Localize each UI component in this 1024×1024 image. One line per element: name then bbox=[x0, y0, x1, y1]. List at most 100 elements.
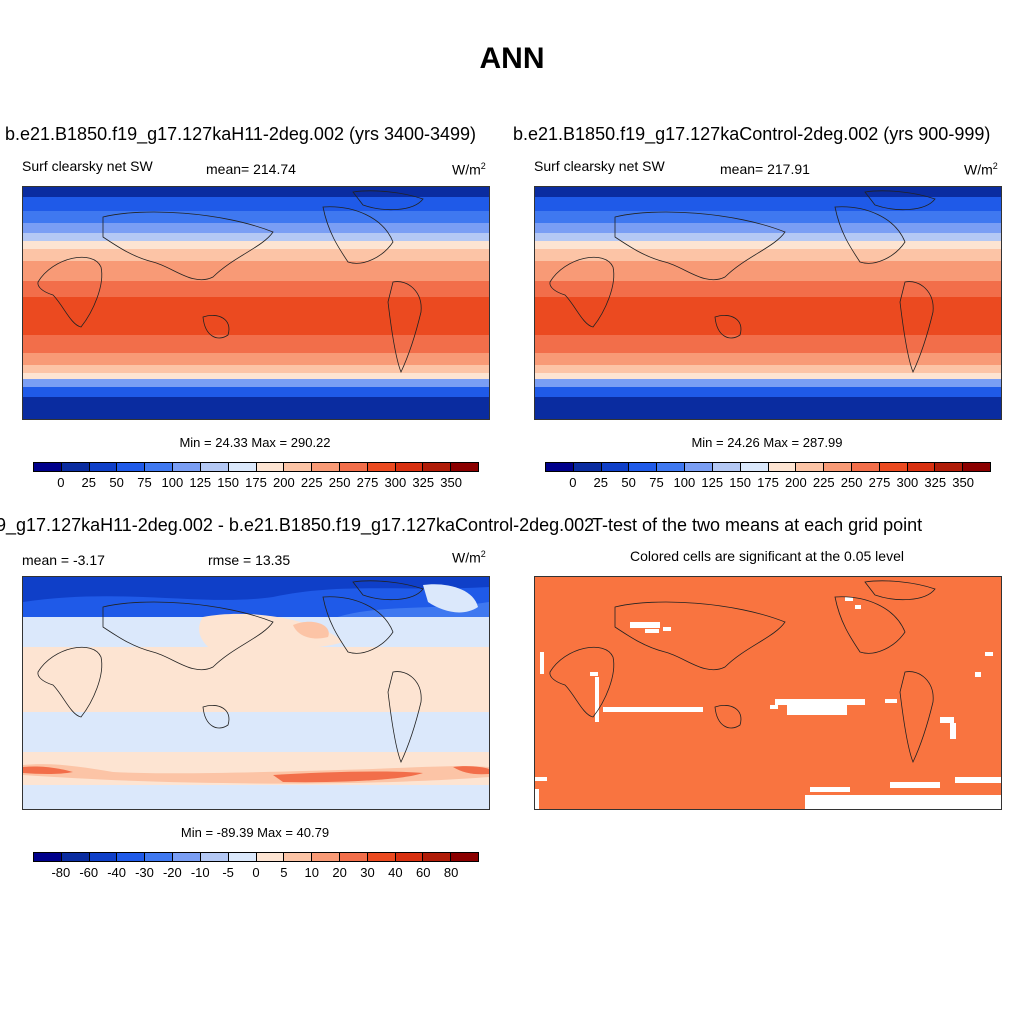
colorbar-swatch bbox=[546, 463, 574, 471]
field-colorbar-2 bbox=[545, 462, 991, 472]
colorbar-swatch bbox=[173, 853, 201, 861]
test-variable-label: Surf clearsky net SW bbox=[22, 158, 153, 174]
control-variable-label: Surf clearsky net SW bbox=[534, 158, 665, 174]
colorbar-tick-label: 20 bbox=[332, 865, 347, 880]
colorbar-tick-label: 350 bbox=[440, 475, 462, 490]
colorbar-tick-label: 60 bbox=[416, 865, 431, 880]
colorbar-swatch bbox=[395, 463, 424, 471]
colorbar-swatch bbox=[34, 463, 62, 471]
diff-minmax: Min = -89.39 Max = 40.79 bbox=[180, 825, 330, 840]
ttest-title: T-test of the two means at each grid poi… bbox=[592, 515, 923, 535]
control-units-label: W/m2 bbox=[964, 161, 998, 178]
colorbar-tick-label: 50 bbox=[621, 475, 636, 490]
colorbar-tick-label: 125 bbox=[701, 475, 724, 490]
colorbar-swatch bbox=[312, 463, 340, 471]
test-units-label: W/m2 bbox=[452, 161, 486, 178]
colorbar-swatch bbox=[339, 853, 368, 861]
diff-units-label: W/m2 bbox=[452, 549, 486, 566]
colorbar-tick-label: -10 bbox=[190, 865, 210, 880]
colorbar-tick-label: 225 bbox=[812, 475, 835, 490]
colorbar-swatch bbox=[629, 463, 658, 471]
colorbar-swatch bbox=[879, 463, 908, 471]
colorbar-tick-label: 100 bbox=[673, 475, 696, 490]
colorbar-swatch bbox=[61, 853, 90, 861]
colorbar-tick-label: 0 bbox=[252, 865, 260, 880]
colorbar-swatch bbox=[824, 463, 852, 471]
colorbar-tick-label: -40 bbox=[107, 865, 127, 880]
colorbar-swatch bbox=[395, 853, 424, 861]
colorbar-swatch bbox=[228, 853, 257, 861]
colorbar-tick-label: 150 bbox=[729, 475, 751, 490]
colorbar-tick-label: 325 bbox=[924, 475, 947, 490]
colorbar-swatch bbox=[451, 463, 478, 471]
colorbar-swatch bbox=[173, 463, 201, 471]
colorbar-swatch bbox=[284, 853, 313, 861]
diff-map bbox=[22, 576, 490, 810]
field-colorbar-ticks-1: 0 25 50 75 100 125 150 175 200 225 250 275 300 325 350 bbox=[33, 475, 479, 491]
colorbar-swatch bbox=[367, 853, 396, 861]
colorbar-swatch bbox=[423, 463, 452, 471]
colorbar-tick-label: 275 bbox=[356, 475, 379, 490]
colorbar-tick-label: -5 bbox=[222, 865, 234, 880]
colorbar-tick-label: 225 bbox=[300, 475, 323, 490]
row2-title-strip: 9_g17.127kaH11-2deg.002 - b.e21.B1850.f1… bbox=[0, 515, 1024, 541]
colorbar-tick-label: 10 bbox=[304, 865, 319, 880]
colorbar-swatch bbox=[312, 853, 340, 861]
colorbar-tick-label: 150 bbox=[217, 475, 239, 490]
colorbar-tick-label: 275 bbox=[868, 475, 891, 490]
control-map bbox=[534, 186, 1002, 420]
colorbar-swatch bbox=[34, 853, 62, 861]
colorbar-tick-label: 100 bbox=[161, 475, 184, 490]
diff-case-title: 9_g17.127kaH11-2deg.002 - b.e21.B1850.f1… bbox=[0, 515, 595, 535]
colorbar-swatch bbox=[796, 463, 825, 471]
colorbar-tick-label: 250 bbox=[328, 475, 351, 490]
colorbar-swatch bbox=[963, 463, 990, 471]
colorbar-tick-label: 125 bbox=[189, 475, 212, 490]
colorbar-swatch bbox=[601, 463, 630, 471]
colorbar-swatch bbox=[907, 463, 936, 471]
colorbar-tick-label: 325 bbox=[412, 475, 435, 490]
test-minmax: Min = 24.33 Max = 290.22 bbox=[179, 435, 331, 450]
colorbar-tick-label: 50 bbox=[109, 475, 124, 490]
colorbar-swatch bbox=[145, 853, 174, 861]
colorbar-tick-label: 200 bbox=[785, 475, 807, 490]
test-mean-label: mean= 214.74 bbox=[206, 161, 296, 177]
colorbar-swatch bbox=[89, 463, 118, 471]
colorbar-tick-label: 30 bbox=[360, 865, 375, 880]
colorbar-tick-label: 40 bbox=[388, 865, 403, 880]
colorbar-tick-label: -30 bbox=[135, 865, 154, 880]
colorbar-swatch bbox=[61, 463, 90, 471]
colorbar-swatch bbox=[256, 853, 285, 861]
colorbar-tick-label: 250 bbox=[840, 475, 863, 490]
colorbar-swatch bbox=[685, 463, 713, 471]
colorbar-swatch bbox=[367, 463, 396, 471]
colorbar-tick-label: 75 bbox=[649, 475, 664, 490]
colorbar-swatch bbox=[851, 463, 880, 471]
colorbar-tick-label: 300 bbox=[896, 475, 919, 490]
ttest-map bbox=[534, 576, 1002, 810]
colorbar-swatch bbox=[200, 853, 229, 861]
colorbar-tick-label: 0 bbox=[57, 475, 65, 490]
colorbar-tick-label: 200 bbox=[273, 475, 295, 490]
diff-mean-label: mean = -3.17 bbox=[22, 552, 105, 568]
control-minmax: Min = 24.26 Max = 287.99 bbox=[691, 435, 843, 450]
colorbar-swatch bbox=[451, 853, 478, 861]
field-colorbar-1 bbox=[33, 462, 479, 472]
colorbar-tick-label: 75 bbox=[137, 475, 152, 490]
colorbar-swatch bbox=[89, 853, 118, 861]
colorbar-tick-label: -20 bbox=[162, 865, 182, 880]
colorbar-swatch bbox=[339, 463, 368, 471]
colorbar-swatch bbox=[117, 853, 146, 861]
colorbar-swatch bbox=[712, 463, 741, 471]
colorbar-tick-label: 0 bbox=[569, 475, 577, 490]
colorbar-swatch bbox=[768, 463, 797, 471]
page-title: ANN bbox=[479, 42, 545, 75]
colorbar-swatch bbox=[935, 463, 964, 471]
colorbar-tick-label: 175 bbox=[245, 475, 267, 490]
colorbar-tick-label: 5 bbox=[280, 865, 288, 880]
colorbar-swatch bbox=[200, 463, 229, 471]
colorbar-swatch bbox=[573, 463, 602, 471]
colorbar-swatch bbox=[145, 463, 174, 471]
colorbar-swatch bbox=[117, 463, 146, 471]
colorbar-tick-label: 80 bbox=[443, 865, 459, 880]
